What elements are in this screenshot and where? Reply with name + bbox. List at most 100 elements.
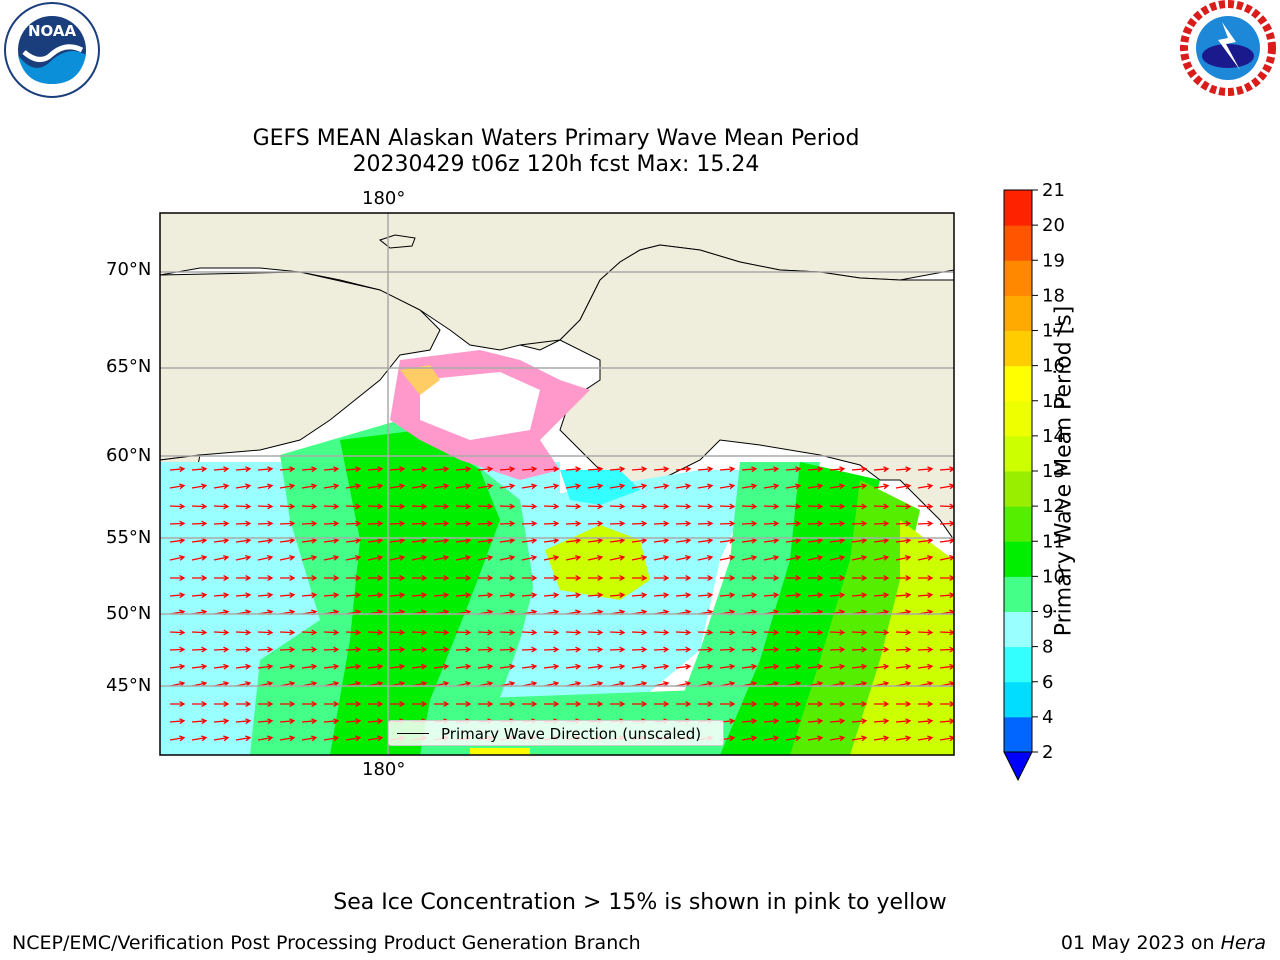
wave-arrow	[565, 520, 582, 527]
wave-arrow	[763, 718, 780, 725]
graticule	[160, 213, 954, 755]
wave-arrow	[301, 718, 318, 725]
wave-arrow	[851, 735, 868, 742]
wave-arrow	[631, 520, 648, 527]
wave-arrow	[345, 537, 362, 544]
wave-arrow	[873, 629, 890, 636]
wave-arrow	[433, 537, 450, 544]
wave-arrow	[588, 575, 604, 581]
wave-arrow	[258, 575, 274, 581]
wave-arrow	[873, 466, 890, 473]
colorbar-segment	[1004, 611, 1032, 648]
wave-arrow	[543, 466, 560, 473]
wave-arrow	[235, 554, 252, 561]
wave-arrow	[302, 701, 318, 707]
wave-arrow	[389, 520, 406, 527]
wave-arrow	[763, 483, 780, 490]
wave-arrow	[852, 701, 868, 707]
wave-arrow	[191, 503, 208, 510]
wave-arrow	[785, 520, 802, 527]
wave-arrow	[543, 629, 560, 636]
wave-arrow	[609, 520, 626, 527]
wave-arrow	[741, 629, 758, 636]
wave-arrow	[631, 646, 648, 653]
wave-arrow	[631, 466, 648, 473]
wave-arrow	[169, 520, 186, 527]
wave-arrow	[455, 646, 472, 653]
wave-arrow	[873, 483, 890, 490]
wave-arrow	[741, 466, 758, 473]
wave-arrow	[895, 629, 912, 636]
wave-arrow	[720, 575, 736, 581]
wave-arrow	[456, 701, 472, 707]
colorbar-segment	[1004, 400, 1032, 437]
wave-arrow	[565, 466, 582, 473]
wave-arrow	[235, 520, 252, 527]
wave-arrow	[741, 520, 758, 527]
wave-arrow	[301, 735, 318, 742]
wave-arrow	[851, 503, 868, 510]
colorbar-tick-label: 18	[1042, 285, 1065, 306]
footer-date: 01 May 2023 on	[1060, 932, 1215, 954]
wave-arrow	[301, 483, 318, 490]
wave-arrow	[873, 537, 890, 544]
wave-arrow	[874, 575, 890, 581]
wave-arrow	[345, 629, 362, 636]
footer-right: 01 May 2023 on Hera	[1061, 932, 1266, 954]
wave-arrow	[807, 663, 824, 670]
wave-arrow	[214, 575, 230, 581]
wave-arrow	[235, 718, 252, 725]
wave-arrow	[939, 503, 954, 510]
wave-arrow	[544, 575, 560, 581]
wave-arrow	[191, 663, 208, 670]
wave-arrow	[697, 503, 714, 510]
colorbar-segment	[1004, 190, 1032, 226]
wave-arrow	[939, 663, 954, 670]
wave-arrow	[521, 503, 538, 510]
wave-arrow	[895, 554, 912, 561]
wave-arrow	[477, 520, 494, 527]
wave-arrow	[434, 701, 450, 707]
wave-arrow	[609, 466, 626, 473]
wave-arrow	[851, 629, 868, 636]
wave-arrow	[411, 629, 428, 636]
wave-arrow	[917, 466, 934, 473]
wave-arrow	[698, 575, 714, 581]
wave-arrow	[587, 663, 604, 670]
wave-arrow	[170, 575, 186, 581]
wave-arrow	[764, 701, 780, 707]
wave-arrow	[367, 663, 384, 670]
wave-arrow	[851, 592, 868, 599]
noaa-logo: NOAA	[4, 2, 100, 98]
wave-arrow	[301, 646, 318, 653]
wave-arrow	[895, 592, 912, 599]
wave-arrow	[323, 629, 340, 636]
wave-arrow	[367, 554, 384, 561]
wave-arrow	[653, 554, 670, 561]
wave-arrow	[411, 663, 428, 670]
wave-arrow	[521, 554, 538, 561]
wave-arrow	[609, 592, 626, 599]
wave-arrow	[279, 483, 296, 490]
wave-arrow	[895, 718, 912, 725]
wave-arrow	[368, 575, 384, 581]
wave-arrow	[807, 483, 824, 490]
wave-arrow	[390, 575, 406, 581]
wave-arrow	[411, 483, 428, 490]
wave-arrow	[763, 466, 780, 473]
colorbar-segment	[1004, 330, 1032, 367]
wave-arrow	[324, 575, 340, 581]
colorbar-tick-label: 16	[1042, 356, 1065, 377]
colorbar-extend-arrow	[1003, 751, 1033, 782]
wave-arrow	[675, 483, 692, 490]
wave-arrow	[477, 646, 494, 653]
wave-arrow	[455, 592, 472, 599]
wave-arrow	[213, 718, 230, 725]
wave-arrow	[653, 663, 670, 670]
wave-arrow	[323, 663, 340, 670]
wave-arrow	[323, 520, 340, 527]
wave-arrow	[609, 663, 626, 670]
wave-arrow	[477, 629, 494, 636]
wave-arrow	[257, 466, 274, 473]
wave-arrow	[235, 646, 252, 653]
